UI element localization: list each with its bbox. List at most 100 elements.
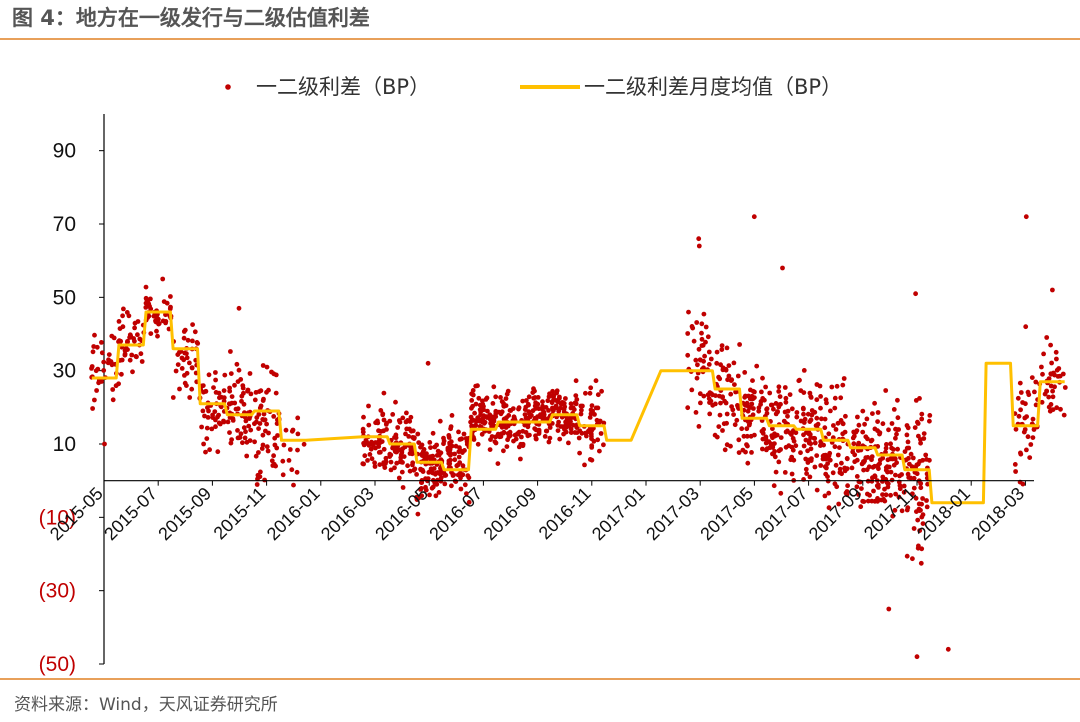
- scatter-point: [443, 472, 449, 478]
- scatter-point: [184, 370, 190, 376]
- scatter-point: [387, 418, 393, 424]
- scatter-point: [464, 439, 470, 444]
- scatter-point: [920, 457, 926, 463]
- scatter-point: [392, 465, 397, 471]
- scatter-point: [883, 445, 889, 451]
- x-tick-label: 2016-11: [535, 483, 595, 543]
- scatter-point: [901, 483, 907, 489]
- scatter-point: [833, 427, 839, 432]
- scatter-point: [805, 411, 811, 417]
- scatter-point: [578, 403, 584, 409]
- scatter-point: [423, 484, 428, 490]
- scatter-point: [869, 498, 875, 504]
- scatter-point: [777, 394, 783, 399]
- scatter-point: [295, 415, 301, 421]
- scatter-point: [92, 397, 97, 403]
- scatter-point: [695, 362, 700, 368]
- scatter-point: [822, 493, 828, 499]
- scatter-point: [116, 381, 121, 387]
- scatter-point: [476, 395, 482, 401]
- scatter-point: [542, 434, 548, 439]
- scatter-point: [921, 436, 927, 441]
- scatter-point: [785, 413, 790, 419]
- scatter-point: [563, 419, 568, 425]
- y-tick-label: (10): [39, 506, 76, 529]
- scatter-point: [893, 491, 898, 497]
- scatter-point: [889, 421, 895, 426]
- scatter-point: [808, 441, 814, 447]
- x-tick-label: 2017-01: [588, 483, 649, 544]
- scatter-point: [713, 393, 718, 398]
- scatter-point: [807, 432, 813, 437]
- scatter-point: [729, 404, 734, 409]
- scatter-point: [797, 377, 802, 383]
- scatter-point: [885, 469, 890, 475]
- scatter-point: [886, 606, 892, 612]
- scatter-point: [1013, 426, 1019, 432]
- scatter-point: [910, 556, 915, 562]
- scatter-point: [274, 421, 280, 426]
- scatter-point: [597, 448, 602, 454]
- scatter-point: [760, 436, 766, 442]
- scatter-point: [187, 360, 192, 366]
- scatter-point: [851, 441, 857, 447]
- scatter-point: [794, 414, 800, 420]
- scatter-point: [908, 475, 914, 481]
- scatter-point: [449, 443, 455, 449]
- x-tick-label: 2016-01: [263, 483, 324, 544]
- scatter-point: [204, 436, 210, 441]
- scatter-point: [919, 416, 925, 422]
- scatter-point: [839, 471, 844, 477]
- scatter-point: [826, 490, 832, 496]
- scatter-point: [793, 443, 799, 449]
- header-rule: [0, 38, 1080, 40]
- scatter-point: [789, 406, 795, 412]
- scatter-point: [685, 331, 691, 336]
- scatter-point: [160, 276, 166, 282]
- scatter-point: [557, 405, 563, 411]
- scatter-point: [776, 384, 782, 390]
- scatter-point: [904, 445, 910, 451]
- scatter-point: [595, 392, 601, 398]
- scatter-point: [418, 444, 423, 450]
- scatter-point: [770, 426, 775, 432]
- scatter-point: [522, 412, 528, 417]
- scatter-point: [911, 475, 917, 481]
- scatter-point: [506, 413, 512, 418]
- scatter-point: [203, 388, 209, 394]
- scatter-point: [378, 408, 384, 413]
- scatter-point: [218, 404, 224, 410]
- scatter-point: [232, 400, 238, 406]
- scatter-point: [835, 452, 841, 458]
- scatter-point: [434, 442, 439, 448]
- scatter-point: [446, 433, 452, 438]
- scatter-point: [904, 423, 910, 428]
- scatter-point: [902, 449, 908, 454]
- scatter-point: [856, 422, 862, 428]
- scatter-point: [1020, 400, 1025, 405]
- scatter-point: [388, 467, 394, 473]
- scatter-point: [1048, 371, 1054, 377]
- scatter-point: [458, 486, 464, 492]
- scatter-point: [281, 442, 287, 448]
- scatter-point: [550, 393, 556, 399]
- scatter-point: [916, 543, 921, 549]
- scatter-point: [120, 313, 125, 319]
- scatter-point: [842, 468, 848, 474]
- scatter-point: [530, 390, 536, 395]
- scatter-point: [139, 359, 145, 364]
- scatter-point: [245, 387, 251, 393]
- scatter-point: [1046, 394, 1052, 400]
- scatter-point: [407, 468, 413, 474]
- scatter-point: [1024, 447, 1029, 453]
- scatter-point: [856, 492, 861, 497]
- scatter-point: [372, 460, 377, 466]
- scatter-point: [801, 443, 807, 449]
- scatter-point: [449, 483, 454, 489]
- x-tick-label: 2017-09: [805, 483, 866, 544]
- scatter-point: [228, 371, 234, 376]
- scatter-point: [485, 408, 490, 414]
- scatter-point: [865, 455, 871, 460]
- scatter-point: [202, 413, 207, 419]
- scatter-point: [871, 488, 876, 494]
